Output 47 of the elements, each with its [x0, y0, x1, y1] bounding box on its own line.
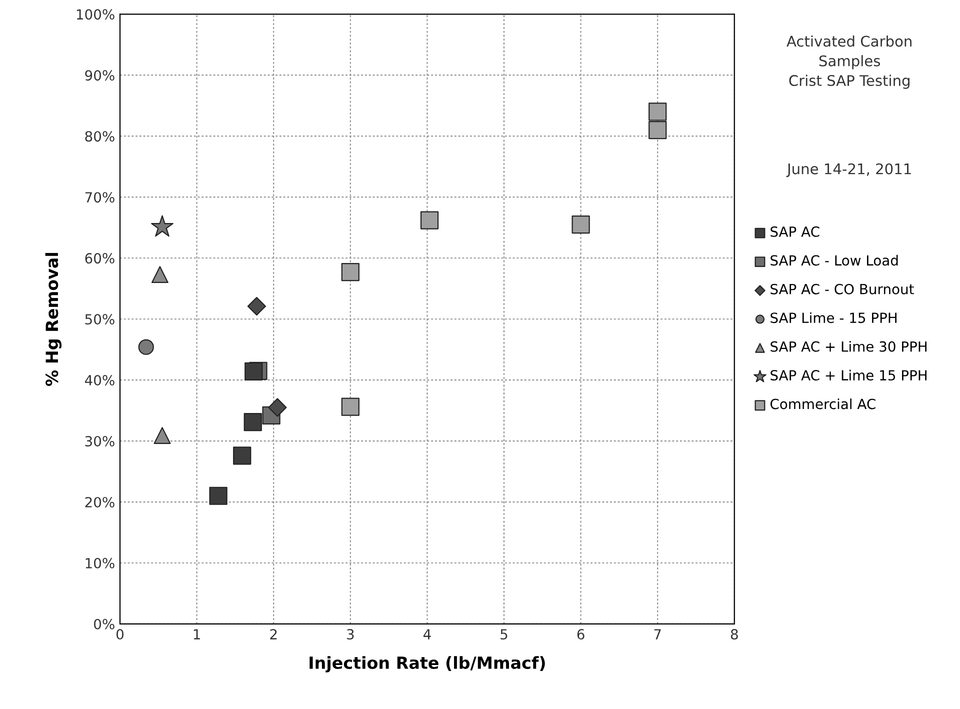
point: [341, 263, 360, 282]
x-tick-label: 3: [347, 629, 354, 640]
point: [648, 120, 667, 140]
legend-label: Commercial AC: [770, 398, 876, 410]
x-tick-label: 5: [500, 629, 508, 640]
text: June 14-21, 2011: [786, 163, 911, 178]
legend-label: SAP AC + Lime 15 PPH: [770, 370, 927, 381]
x-tick-label: 2: [270, 629, 277, 640]
legend-label: SAP AC - Low Load: [770, 254, 898, 266]
y-tick-label: 10%: [86, 558, 114, 568]
legend-label: SAP Lime - 15 PPH: [770, 312, 897, 324]
y-tick-label: 70%: [85, 192, 114, 203]
point: [244, 413, 262, 432]
legend-label: SAP AC - CO Burnout: [770, 284, 914, 294]
legend-label: SAP AC + Lime 30 PPH: [770, 341, 927, 352]
point: [151, 266, 168, 284]
point: [209, 486, 228, 505]
point: [233, 446, 252, 465]
point: [341, 398, 360, 416]
x-tick-label: 1: [194, 629, 200, 640]
point: [648, 102, 667, 121]
y-tick-label: 80%: [85, 131, 114, 142]
x-tick-label: 4: [423, 629, 431, 640]
x-tick-label: 7: [654, 629, 661, 640]
y-tick-label: 0%: [94, 618, 114, 630]
point: [268, 398, 287, 417]
point: [572, 215, 590, 234]
y-axis-title: % Hg Removal: [45, 252, 62, 386]
y-tick-label: 60%: [85, 253, 114, 264]
point: [244, 362, 263, 381]
x-tick-label: 0: [116, 629, 124, 640]
y-tick-label: 20%: [85, 496, 114, 508]
y-tick-label: 30%: [85, 436, 114, 446]
x-tick-label: 8: [730, 629, 738, 640]
point: [151, 215, 174, 237]
y-tick-label: 50%: [85, 314, 114, 325]
point: [420, 211, 439, 230]
y-tick-label: 100%: [76, 9, 114, 20]
legend-label: SAP AC: [770, 226, 820, 237]
point: [154, 427, 171, 444]
x-axis-title: Injection Rate (lb/Mmacf): [310, 656, 545, 672]
x-tick-label: 6: [577, 629, 584, 640]
point: [138, 339, 154, 355]
y-tick-label: 40%: [84, 374, 114, 386]
text: Activated Carbon Samples Crist SAP Testing: [786, 35, 912, 89]
point: [247, 296, 266, 316]
y-tick-label: 90%: [85, 70, 114, 81]
